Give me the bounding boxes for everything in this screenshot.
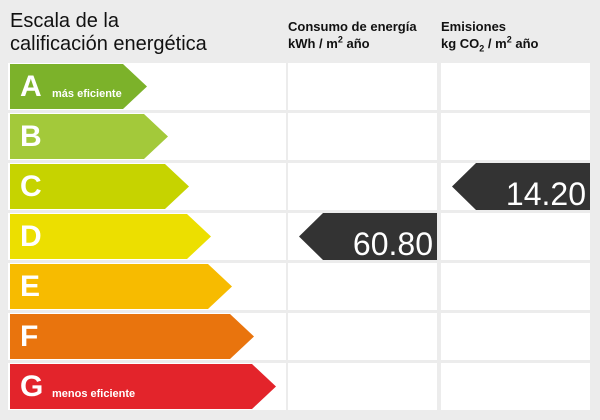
emisiones-indicator-value: 14.20 [505, 176, 586, 212]
emisiones-cell [441, 313, 590, 360]
consumo-cell [288, 313, 437, 360]
consumo-cell [288, 63, 437, 110]
band-letter: A [20, 70, 42, 103]
band-letter: F [20, 320, 39, 353]
emisiones-indicator: 14.20 [452, 163, 590, 210]
scale-title: Escala de la calificación energética [10, 10, 280, 56]
rating-band-c: C [10, 164, 189, 209]
rating-band-d: D [10, 214, 211, 259]
consumo-indicator: 60.80 [299, 213, 437, 260]
consumo-cell [288, 113, 437, 160]
emisiones-header: Emisiones kg CO2 / m2 año [441, 18, 591, 54]
emisiones-header-unit: kg CO2 / m2 año [441, 34, 539, 54]
emisiones-cell [441, 213, 590, 260]
consumo-indicator-value: 60.80 [352, 226, 433, 262]
band-letter: G [20, 370, 44, 403]
band-letter: C [20, 170, 42, 203]
emisiones-cell [441, 363, 590, 410]
rating-band-f: F [10, 314, 254, 359]
rating-band-e: E [10, 264, 232, 309]
band-description: más eficiente [52, 88, 122, 100]
band-letter: E [20, 270, 41, 303]
band-letter: B [20, 120, 42, 153]
consumo-header-title: Consumo de energía [288, 19, 417, 34]
band-description: menos eficiente [52, 388, 136, 400]
emisiones-cell [441, 63, 590, 110]
consumo-header: Consumo de energía kWh / m2 año [288, 18, 438, 52]
consumo-cell [288, 363, 437, 410]
consumo-cell [288, 163, 437, 210]
emisiones-header-title: Emisiones [441, 19, 507, 34]
title-line-1: Escala de la [10, 10, 119, 32]
emisiones-cell [441, 113, 590, 160]
title-line-2: calificación energética [10, 33, 207, 55]
emisiones-cell [441, 263, 590, 310]
band-letter: D [20, 220, 42, 253]
rating-band-b: B [10, 114, 168, 159]
consumo-cell [288, 263, 437, 310]
consumo-header-unit: kWh / m2 año [288, 34, 370, 51]
